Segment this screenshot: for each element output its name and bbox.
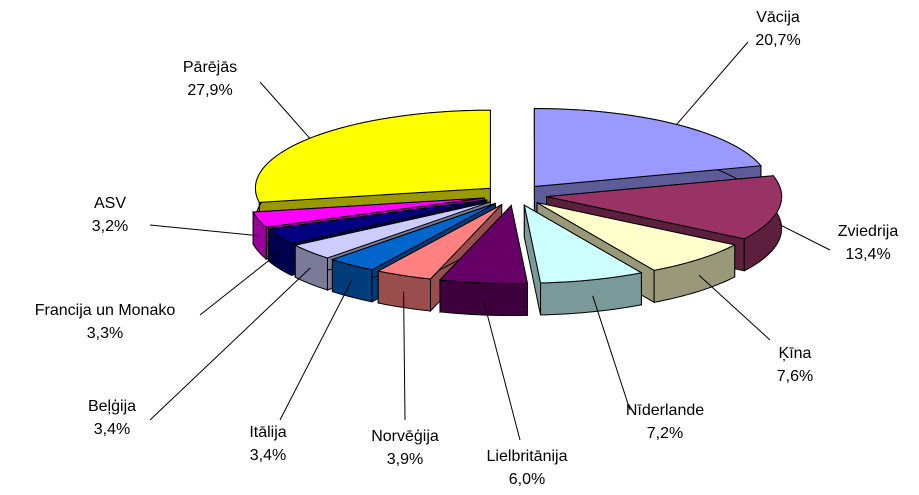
leader-line — [149, 224, 259, 237]
slice-wall — [439, 279, 528, 317]
slice-top — [254, 109, 491, 203]
slice-top — [546, 175, 783, 240]
slice-value-label: 6,0% — [509, 471, 545, 488]
leader-line — [778, 223, 831, 251]
slice-label: Beļģija — [88, 397, 136, 415]
leader-line — [259, 81, 311, 139]
slice-label: Ķīna — [779, 345, 812, 362]
slice-top — [252, 197, 485, 228]
slice-label: Lielbritānija — [487, 448, 568, 465]
slice-value-label: 3,9% — [387, 451, 423, 468]
slice-label: Vācija — [756, 9, 800, 26]
leader-line — [403, 291, 406, 421]
slice-value-label: 7,2% — [647, 425, 683, 442]
leader-line — [149, 267, 311, 421]
slice-top — [330, 202, 496, 271]
slice-label: ASV — [94, 195, 126, 212]
slice-value-label: 3,4% — [94, 421, 130, 438]
slice-top — [438, 204, 529, 285]
slice — [523, 204, 643, 316]
slice-top — [376, 204, 503, 280]
slice-label: Zviedrija — [838, 223, 899, 240]
slice-value-label: 20,7% — [755, 32, 800, 49]
slice-value-label: 3,4% — [250, 447, 286, 464]
slice-value-label: 13,4% — [845, 246, 890, 263]
slice-value-label: 27,9% — [187, 82, 232, 99]
leader-line — [592, 295, 631, 411]
leader-line — [698, 274, 771, 341]
slice-label: Norvēģija — [371, 427, 439, 445]
slice-top — [523, 204, 643, 284]
slice-top — [536, 202, 737, 271]
slice-label: Pārējās — [183, 59, 237, 76]
leader-line — [279, 280, 352, 421]
leader-line — [199, 252, 280, 316]
leader-line — [676, 41, 749, 125]
slice-label: Nīderlande — [626, 402, 704, 419]
slice-value-label: 7,6% — [777, 368, 813, 385]
slice-value-label: 3,2% — [92, 218, 128, 235]
leader-line — [482, 298, 521, 441]
slice-label: Itālija — [249, 424, 286, 441]
slice-top — [267, 199, 487, 244]
slice-top — [293, 201, 491, 259]
slice-value-label: 3,3% — [87, 325, 123, 342]
slice — [438, 204, 529, 317]
slice-label: Francija un Monako — [35, 302, 176, 319]
